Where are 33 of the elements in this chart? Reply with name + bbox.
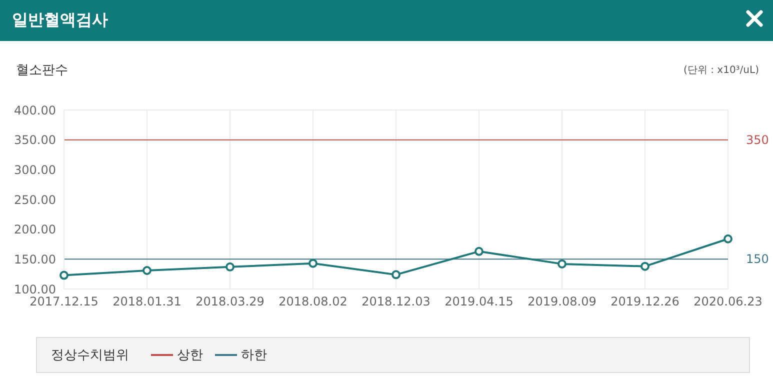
legend-label: 상한 — [177, 347, 203, 364]
y-tick-label: 150.00 — [14, 252, 56, 266]
x-tick-label: 2018.01.31 — [112, 294, 182, 309]
x-tick-label: 2018.12.03 — [362, 294, 430, 309]
y-tick-label: 200.00 — [14, 222, 56, 237]
y-tick-label: 250.00 — [14, 192, 56, 207]
y2-tick-label: 350 — [746, 132, 769, 147]
point — [392, 270, 400, 280]
y2-tick-label: 150 — [746, 252, 769, 266]
point — [60, 270, 68, 280]
point — [308, 258, 318, 268]
y-tick-label: 350.00 — [14, 133, 56, 148]
text: (단위 : x10³/uL) — [684, 64, 759, 77]
x-tick-label: 2018.03.29 — [196, 294, 264, 309]
x-tick-label: 2019.12.26 — [610, 294, 680, 309]
x-tick-label: 2019.04.15 — [444, 294, 514, 309]
point — [724, 234, 732, 244]
y-tick-label: 100.00 — [14, 282, 56, 296]
y-tick-label: 300.00 — [14, 162, 56, 177]
x-tick-label: 2019.08.09 — [528, 294, 596, 309]
legend-label: 하한 — [241, 347, 267, 364]
legend-title: 정상수치범위 — [51, 347, 129, 364]
y-tick-label: 400.00 — [14, 103, 56, 118]
point — [640, 262, 650, 271]
point — [558, 259, 566, 268]
chart-subtitle: 혈소판수 — [16, 62, 68, 79]
point — [226, 262, 234, 272]
chart-title: 일반혈액검사 — [0, 0, 773, 41]
point — [474, 246, 484, 256]
point — [142, 266, 152, 276]
x-tick-label: 2017.12.15 — [30, 294, 98, 309]
x-tick-label: 2018.08.02 — [278, 294, 348, 309]
x-tick-label: 2020.06.23 — [694, 294, 762, 309]
